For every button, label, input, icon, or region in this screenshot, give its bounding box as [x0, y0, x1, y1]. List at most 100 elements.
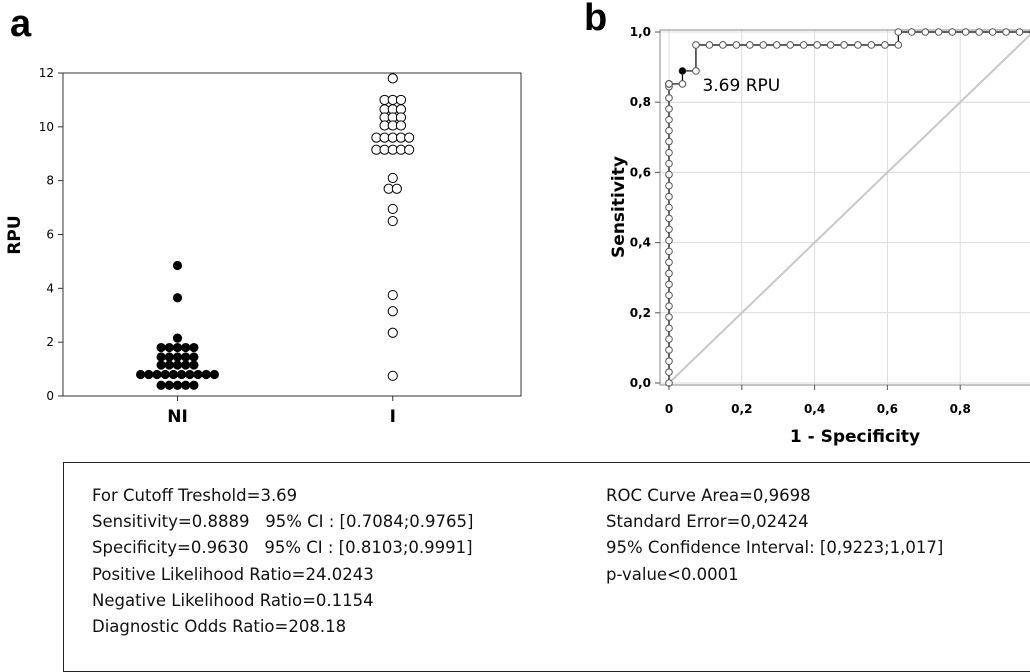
roc-point — [666, 336, 673, 343]
x-tick-label: 0,6 — [877, 402, 898, 416]
y-tick-label: 0 — [46, 389, 54, 403]
roc-point — [666, 270, 673, 277]
ni-data-point — [189, 343, 198, 352]
roc-point — [666, 182, 673, 189]
roc-y-ticks: 0,00,20,40,60,81,0 — [630, 25, 660, 390]
roc-point — [1016, 29, 1023, 36]
roc-point — [800, 42, 807, 49]
stats-line: For Cutoff Treshold=3.69 — [92, 483, 473, 509]
ni-data-point — [169, 370, 178, 379]
ni-data-point — [210, 370, 219, 379]
roc-point — [868, 42, 875, 49]
roc-point — [666, 226, 673, 233]
ni-data-point — [136, 370, 145, 379]
roc-point — [666, 160, 673, 167]
dot-plot-y-axis-label: RPU — [5, 215, 25, 254]
ni-data-point — [165, 381, 174, 390]
ni-data-point — [152, 370, 161, 379]
roc-point — [666, 292, 673, 299]
roc-point — [666, 237, 673, 244]
roc-point — [666, 95, 673, 102]
roc-point — [773, 42, 780, 49]
ni-data-point — [181, 343, 190, 352]
stats-line: Negative Likelihood Ratio=0.1154 — [92, 588, 473, 614]
y-tick-label: 0,8 — [630, 95, 651, 109]
i-data-point — [396, 121, 405, 130]
i-data-point — [388, 328, 397, 337]
ni-data-point — [181, 381, 190, 390]
roc-point — [787, 42, 794, 49]
roc-point — [855, 42, 862, 49]
ni-data-point — [144, 370, 153, 379]
roc-point — [827, 42, 834, 49]
roc-statistics: ROC Curve Area=0,9698 Standard Error=0,0… — [606, 483, 943, 588]
roc-point — [666, 116, 673, 123]
dot-plot-categories: NI I — [167, 396, 396, 427]
ni-data-point — [165, 343, 174, 352]
ni-data-point — [189, 381, 198, 390]
ni-data-point — [165, 352, 174, 361]
dot-plot-points — [136, 74, 414, 390]
ni-data-point — [157, 343, 166, 352]
stats-line: Standard Error=0,02424 — [606, 509, 943, 535]
i-data-point — [405, 133, 414, 142]
roc-point — [666, 281, 673, 288]
dot-plot-frame — [63, 73, 521, 396]
roc-point — [706, 42, 713, 49]
ni-data-point — [157, 360, 166, 369]
roc-point — [666, 81, 673, 88]
i-data-point — [388, 74, 397, 83]
panel-b-letter: b — [584, 0, 607, 39]
roc-point — [666, 314, 673, 321]
roc-point — [666, 347, 673, 354]
panel-a-letter: a — [10, 3, 32, 45]
ni-data-point — [161, 370, 170, 379]
y-tick-label: 0,4 — [630, 236, 651, 250]
ni-data-point — [157, 352, 166, 361]
category-label: NI — [167, 407, 188, 427]
roc-point — [666, 204, 673, 211]
ni-data-point — [165, 360, 174, 369]
roc-x-ticks: 00,20,40,60,81 — [665, 385, 1030, 416]
ni-data-point — [177, 370, 186, 379]
roc-point — [666, 193, 673, 200]
x-tick-label: 0 — [665, 402, 673, 416]
x-tick-label: 0,8 — [950, 402, 971, 416]
roc-point — [989, 29, 996, 36]
i-data-point — [405, 145, 414, 154]
y-tick-label: 0,0 — [630, 376, 651, 390]
ni-data-point — [185, 370, 194, 379]
ni-data-point — [181, 360, 190, 369]
cutoff-point — [679, 68, 686, 75]
i-data-point — [388, 290, 397, 299]
category-label: I — [390, 407, 396, 427]
roc-point — [935, 29, 942, 36]
ni-data-point — [189, 352, 198, 361]
y-tick-label: 12 — [39, 66, 54, 80]
roc-point — [1003, 29, 1010, 36]
roc-point — [882, 42, 889, 49]
roc-point — [666, 248, 673, 255]
ni-data-point — [173, 293, 182, 302]
roc-point — [666, 171, 673, 178]
ni-data-point — [173, 381, 182, 390]
roc-y-axis-label: Sensitivity — [609, 156, 629, 258]
stats-line: Positive Likelihood Ratio=24.0243 — [92, 562, 473, 588]
ni-data-point — [181, 352, 190, 361]
i-data-point — [388, 307, 397, 316]
y-tick-label: 2 — [46, 335, 54, 349]
stats-line: ROC Curve Area=0,9698 — [606, 483, 943, 509]
roc-point — [747, 42, 754, 49]
stats-line: Sensitivity=0.8889 95% CI : [0.7084;0.97… — [92, 509, 473, 535]
cutoff-statistics: For Cutoff Treshold=3.69 Sensitivity=0.8… — [92, 483, 473, 640]
roc-point — [895, 42, 902, 49]
i-data-point — [396, 95, 405, 104]
roc-point — [908, 29, 915, 36]
i-data-point — [388, 371, 397, 380]
ni-data-point — [202, 370, 211, 379]
ni-data-point — [189, 360, 198, 369]
roc-point — [666, 358, 673, 365]
